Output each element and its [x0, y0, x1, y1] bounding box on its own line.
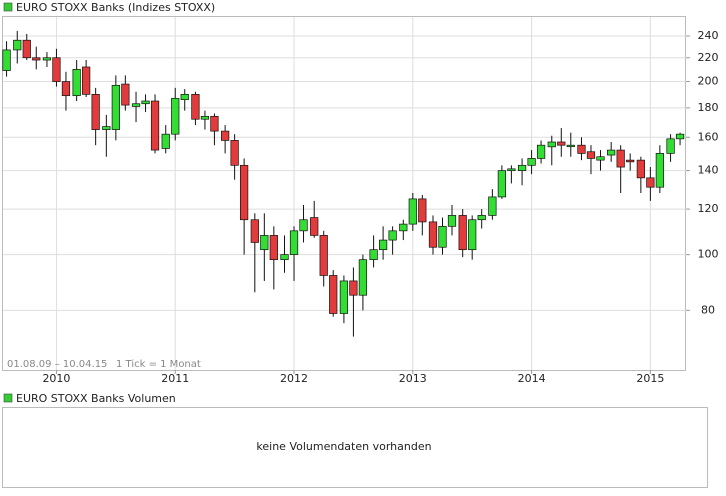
- plot-frame: [2, 16, 686, 371]
- legend-swatch: [3, 393, 13, 403]
- candle-body: [91, 94, 100, 130]
- candle-body: [339, 280, 349, 314]
- candle-body: [22, 39, 31, 59]
- candle-body: [517, 164, 527, 171]
- x-tick-label: 2010: [42, 372, 70, 385]
- candle-body: [646, 177, 655, 188]
- candle-body: [358, 259, 368, 296]
- volume-message: keine Volumendaten vorhanden: [256, 440, 431, 453]
- candle-body: [408, 198, 417, 225]
- candle-body: [586, 151, 596, 159]
- candle-body: [636, 159, 645, 179]
- candle-body: [289, 230, 299, 255]
- x-tick-label: 2015: [636, 372, 664, 385]
- candle-body: [131, 103, 141, 107]
- candle-body: [180, 94, 189, 101]
- candle-body: [547, 141, 556, 148]
- candle-body: [666, 138, 675, 154]
- legend-label: EURO STOXX Banks (Indizes STOXX): [16, 1, 215, 14]
- x-tick-label: 2013: [399, 372, 427, 385]
- candle-body: [141, 100, 150, 105]
- candle-body: [13, 39, 22, 51]
- y-tick-label: 100: [698, 248, 719, 261]
- candle-body: [349, 280, 358, 296]
- y-tick-label: 220: [698, 51, 719, 64]
- candle-body: [527, 158, 536, 166]
- candle-body: [497, 170, 506, 198]
- candle-body: [269, 235, 278, 261]
- candle-body: [280, 254, 289, 261]
- candle-body: [111, 84, 120, 130]
- candle-body: [310, 217, 319, 236]
- candle-body: [378, 239, 388, 251]
- candle-body: [438, 225, 447, 248]
- candle-body: [655, 153, 664, 188]
- legend-swatch: [3, 2, 13, 12]
- candle-body: [72, 69, 81, 97]
- candle-body: [468, 219, 477, 251]
- candle-body: [82, 66, 91, 95]
- candle-body: [566, 144, 575, 148]
- candle-body: [32, 57, 41, 61]
- candle-body: [477, 215, 486, 221]
- candle-body: [388, 230, 397, 241]
- candle-body: [191, 94, 200, 120]
- candle-body: [577, 144, 586, 154]
- date-range-note: 01.08.09 – 10.04.15: [7, 359, 107, 370]
- candle-body: [221, 130, 230, 141]
- y-tick-label: 200: [698, 75, 719, 88]
- candle-body: [150, 100, 160, 151]
- candle-body: [329, 275, 338, 314]
- candle-body: [507, 168, 516, 171]
- candle-body: [616, 149, 625, 168]
- candle-body: [200, 115, 210, 120]
- candle-body: [61, 81, 71, 97]
- candle-body: [607, 149, 616, 156]
- y-tick-label: 240: [698, 29, 719, 42]
- y-tick-label: 120: [698, 202, 719, 215]
- candle-body: [458, 215, 467, 251]
- candle-body: [161, 133, 170, 149]
- candle-body: [488, 196, 497, 216]
- volume-legend-label: EURO STOXX Banks Volumen: [16, 392, 176, 405]
- candle-body: [319, 235, 328, 276]
- candle-body: [121, 83, 130, 106]
- candle-body: [418, 198, 427, 223]
- candle-body: [596, 156, 605, 161]
- candle-body: [240, 164, 249, 221]
- candle-body: [369, 249, 378, 261]
- candle-body: [52, 57, 61, 82]
- y-tick-label: 80: [701, 303, 715, 316]
- candle-body: [428, 221, 438, 248]
- tick-note: 1 Tick = 1 Monat: [116, 359, 201, 370]
- candle-body: [557, 141, 566, 146]
- candle-body: [42, 57, 52, 61]
- candle-body: [2, 49, 11, 71]
- y-tick-label: 180: [698, 101, 719, 114]
- volume-frame: [2, 407, 708, 488]
- candle-body: [171, 97, 180, 135]
- x-tick-label: 2011: [161, 372, 189, 385]
- candle-body: [230, 140, 239, 166]
- candle-body: [675, 133, 685, 140]
- candle-body: [447, 215, 457, 227]
- candle-body: [210, 115, 219, 132]
- candle-body: [299, 219, 308, 232]
- candle-body: [102, 126, 111, 130]
- candle-body: [260, 235, 269, 251]
- y-tick-label: 140: [698, 164, 719, 177]
- candle-body: [626, 159, 635, 163]
- candle-body: [399, 223, 408, 232]
- y-tick-label: 160: [698, 130, 719, 143]
- candle-body: [250, 219, 259, 243]
- x-tick-label: 2012: [280, 372, 308, 385]
- x-tick-label: 2014: [518, 372, 546, 385]
- candle-body: [536, 144, 546, 159]
